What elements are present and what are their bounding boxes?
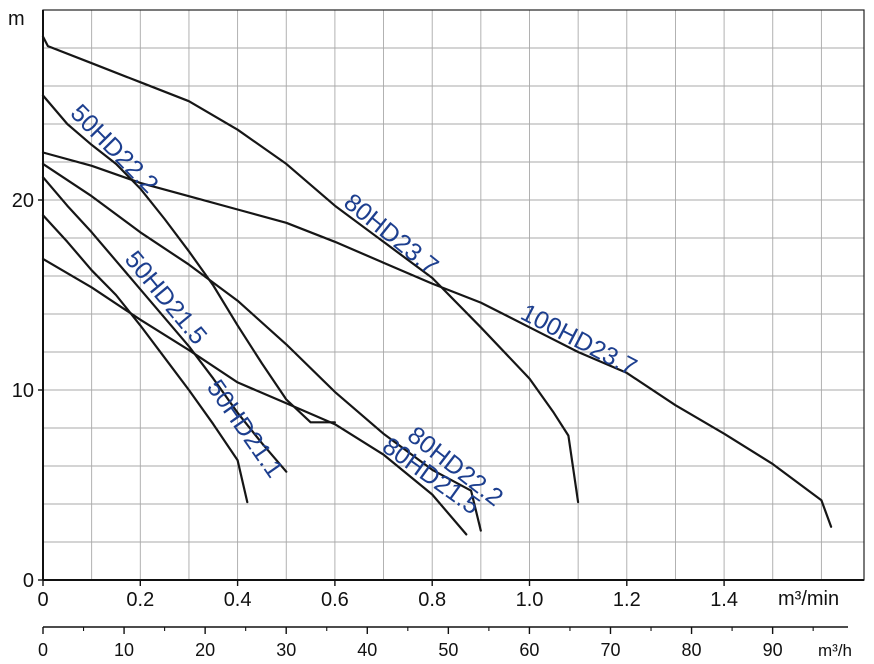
y-axis-unit: m	[8, 8, 25, 30]
x-tick-label: 0	[37, 589, 48, 611]
y-tick-label: 10	[12, 380, 34, 402]
x-axis-unit: m³/min	[778, 588, 839, 610]
series-label-50hd22-2: 50HD22.2	[65, 99, 164, 199]
y-tick-label: 20	[12, 190, 34, 212]
x-tick-label: 0.6	[321, 589, 349, 611]
series-line-50hd21-1	[41, 214, 249, 504]
series-label-100hd23-7: 100HD23.7	[516, 298, 641, 381]
chart-grid	[43, 10, 864, 580]
series-line-80hd21-5	[41, 257, 468, 536]
x-tick-label: 0.2	[126, 589, 154, 611]
series-line-50hd22-2	[41, 94, 336, 424]
x2-tick-label: 70	[600, 640, 620, 660]
x2-tick-label: 30	[276, 640, 296, 660]
x2-tick-label: 80	[682, 640, 702, 660]
x-tick-label: 1.2	[613, 589, 641, 611]
series-label-50hd21-1: 50HD21.1	[201, 375, 289, 483]
x2-tick-label: 20	[195, 640, 215, 660]
series-line-80hd23-7	[41, 35, 580, 504]
x2-tick-label: 0	[38, 640, 48, 660]
x-tick-label: 1.0	[516, 589, 544, 611]
y-tick-label: 0	[23, 570, 34, 592]
x-tick-label: 0.4	[224, 589, 252, 611]
x2-axis-unit: m³/h	[818, 641, 852, 660]
series-line-50hd21-5	[41, 176, 288, 473]
axes: 0 0.2 0.4 0.6 0.8 1.0 1.2 1.4 0 10 20 0 10 20 30 40 50 60…	[12, 10, 864, 660]
series-line-80hd22-2	[41, 162, 482, 532]
x2-tick-label: 50	[438, 640, 458, 660]
series-line-100hd23-7	[41, 151, 833, 528]
x2-tick-label: 60	[519, 640, 539, 660]
x2-tick-label: 10	[114, 640, 134, 660]
x-tick-label: 0.8	[418, 589, 446, 611]
x2-tick-label: 40	[357, 640, 377, 660]
x2-tick-label: 90	[763, 640, 783, 660]
x-tick-label: 1.4	[710, 589, 738, 611]
series-curves	[41, 35, 833, 536]
